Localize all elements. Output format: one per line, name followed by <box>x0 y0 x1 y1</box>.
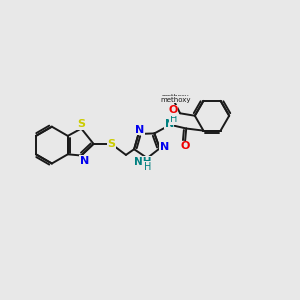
Text: methoxy: methoxy <box>161 94 189 99</box>
Text: O: O <box>180 141 190 152</box>
Text: N: N <box>165 118 174 129</box>
Text: N: N <box>80 156 89 166</box>
Text: H: H <box>169 114 177 124</box>
Text: O: O <box>169 105 178 115</box>
Text: NH: NH <box>134 157 152 167</box>
Text: N: N <box>135 124 144 135</box>
Text: methoxy: methoxy <box>160 97 191 103</box>
Text: S: S <box>107 139 115 149</box>
Text: N: N <box>160 142 169 152</box>
Text: H: H <box>144 162 151 172</box>
Text: S: S <box>77 119 85 129</box>
